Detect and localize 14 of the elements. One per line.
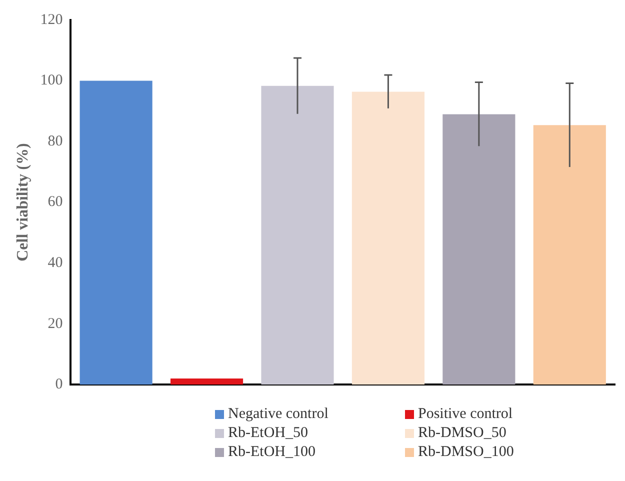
legend-label: Rb-DMSO_100 (418, 443, 514, 462)
y-tick-label: 100 (40, 72, 63, 89)
y-tick-label: 120 (40, 12, 63, 28)
y-tick-label: 0 (55, 376, 63, 393)
legend-label: Negative control (228, 405, 328, 424)
y-axis-title: Cell viability (%) (14, 143, 32, 262)
legend-label: Positive control (418, 405, 513, 424)
y-tick-label: 80 (48, 133, 63, 150)
y-tick-label: 20 (48, 316, 63, 332)
legend-label: Rb-EtOH_50 (228, 424, 308, 443)
legend-label: Rb-EtOH_100 (228, 443, 316, 462)
y-tick-label: 60 (48, 194, 63, 210)
y-tick-label: 40 (48, 255, 63, 272)
legend-label: Rb-DMSO_50 (418, 424, 506, 443)
